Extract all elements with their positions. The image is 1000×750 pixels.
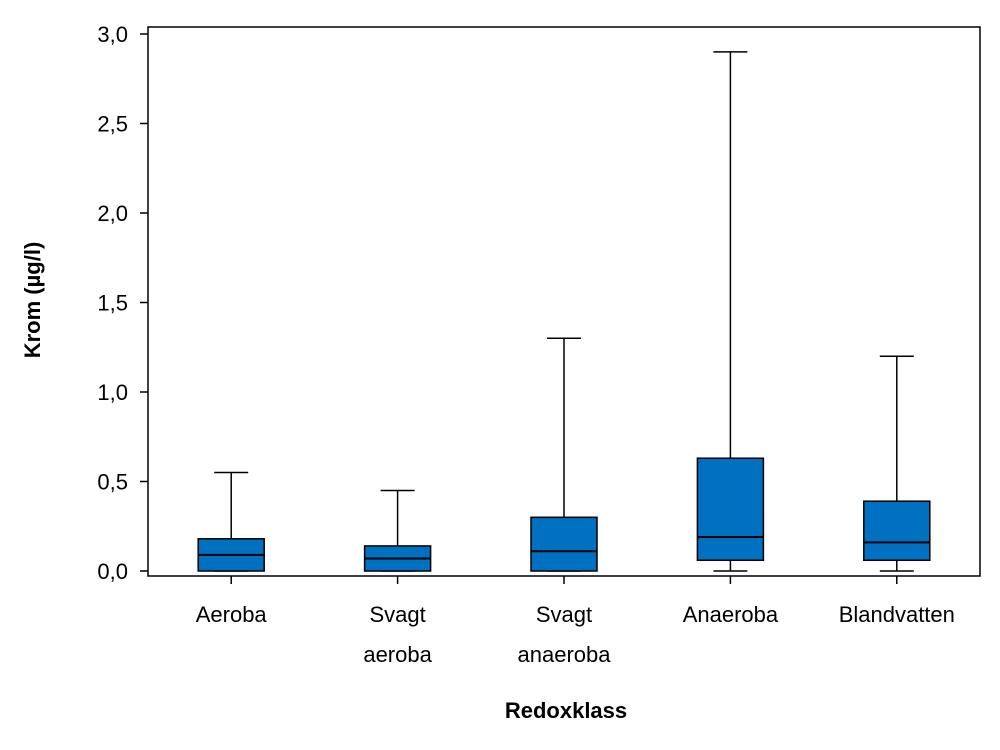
x-axis-title: Redoxklass <box>505 698 627 723</box>
category-label: Svagt anaeroba <box>518 602 612 667</box>
category-label-line: Svagt <box>536 602 592 627</box>
category-label-line: Aeroba <box>196 602 268 627</box>
iqr-box <box>696 457 765 562</box>
category-label-line: Blandvatten <box>839 602 955 627</box>
box-1 <box>197 471 265 572</box>
y-axis-title: Krom (µg/l) <box>20 242 45 359</box>
box-5 <box>863 355 931 572</box>
y-tick-label: 1,5 <box>97 291 128 316</box>
category-label-line: anaeroba <box>518 642 612 667</box>
category-label-line: Svagt <box>369 602 425 627</box>
y-tick-label: 3,0 <box>97 22 128 47</box>
iqr-box <box>530 516 598 572</box>
category-label-line: aeroba <box>363 642 432 667</box>
x-axis-labels: Aeroba Svagt aeroba Svagt anaeroba Anaeroba Bl… <box>196 576 955 667</box>
category-label: Blandvatten <box>839 602 955 627</box>
y-axis: 0,0 0,5 1,0 1,5 2,0 2,5 3,0 <box>97 22 148 584</box>
category-label-line: Anaeroba <box>683 602 779 627</box>
box-2 <box>363 489 432 572</box>
y-tick-label: 2,5 <box>97 112 128 137</box>
y-tick-label: 0,5 <box>97 470 128 495</box>
box-3 <box>530 337 598 572</box>
category-label: Anaeroba <box>683 602 779 627</box>
category-label: Aeroba <box>196 602 268 627</box>
boxes-group <box>197 51 931 572</box>
y-tick-label: 0,0 <box>97 559 128 584</box>
y-tick-label: 1,0 <box>97 380 128 405</box>
y-tick-label: 2,0 <box>97 201 128 226</box>
iqr-box <box>863 500 931 562</box>
box-4 <box>696 51 765 572</box>
category-label: Svagt aeroba <box>363 602 432 667</box>
